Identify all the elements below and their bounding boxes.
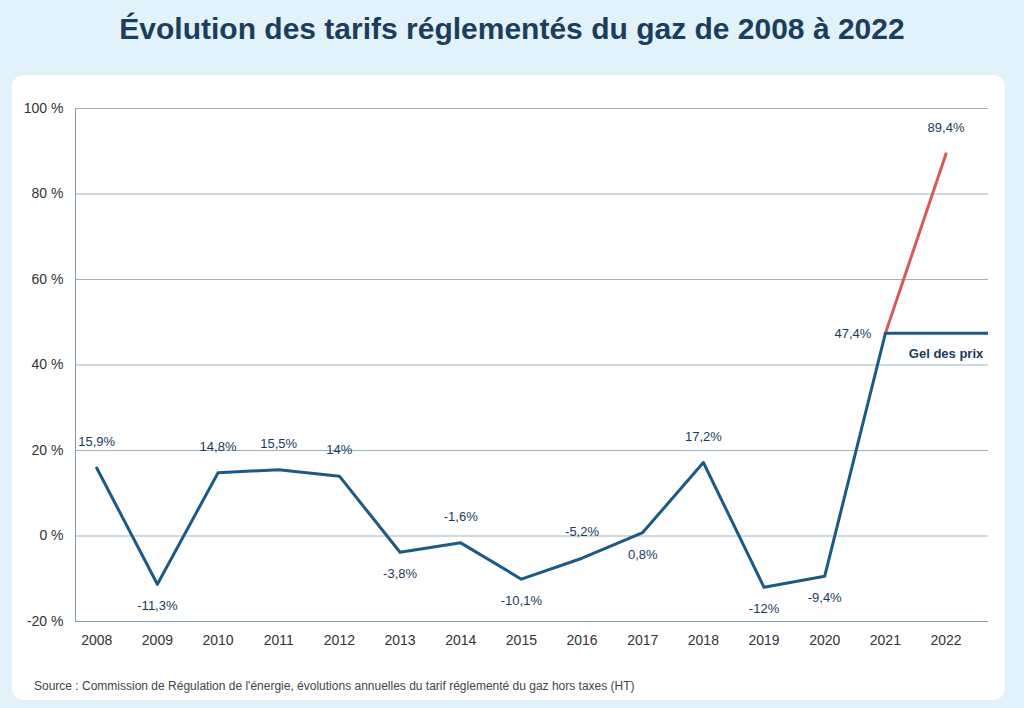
svg-text:2019: 2019 bbox=[748, 632, 779, 648]
svg-text:-3,8%: -3,8% bbox=[383, 566, 417, 581]
svg-text:-1,6%: -1,6% bbox=[444, 509, 478, 524]
svg-text:100 %: 100 % bbox=[24, 100, 64, 116]
svg-text:0 %: 0 % bbox=[39, 527, 63, 543]
html-text:Évolution des tarifs réglement: Évolution des tarifs réglementés du gaz … bbox=[119, 12, 905, 45]
svg-text:-20 %: -20 % bbox=[27, 613, 64, 629]
svg-text:47,4%: 47,4% bbox=[834, 326, 871, 341]
svg-text:80 %: 80 % bbox=[32, 185, 64, 201]
svg-text:2010: 2010 bbox=[202, 632, 233, 648]
svg-text:2021: 2021 bbox=[870, 632, 901, 648]
svg-text:15,5%: 15,5% bbox=[260, 436, 297, 451]
svg-text:60 %: 60 % bbox=[32, 271, 64, 287]
svg-text:2016: 2016 bbox=[566, 632, 597, 648]
svg-text:2022: 2022 bbox=[930, 632, 961, 648]
svg-text:2011: 2011 bbox=[264, 632, 294, 648]
svg-text:2018: 2018 bbox=[688, 632, 719, 648]
svg-text:-9,4%: -9,4% bbox=[808, 590, 842, 605]
svg-text:-5,2%: -5,2% bbox=[565, 524, 599, 539]
svg-text:0,8%: 0,8% bbox=[628, 547, 658, 562]
svg-text:Gel des prix: Gel des prix bbox=[909, 346, 984, 361]
svg-text:2008: 2008 bbox=[81, 632, 112, 648]
svg-text:2015: 2015 bbox=[506, 632, 537, 648]
svg-text:14%: 14% bbox=[326, 442, 352, 457]
svg-text:14,8%: 14,8% bbox=[200, 439, 237, 454]
svg-text:2020: 2020 bbox=[809, 632, 840, 648]
svg-text:-11,3%: -11,3% bbox=[137, 598, 178, 613]
svg-text:2012: 2012 bbox=[324, 632, 355, 648]
svg-text:-10,1%: -10,1% bbox=[501, 593, 543, 608]
svg-text:17,2%: 17,2% bbox=[685, 429, 722, 444]
svg-text:2009: 2009 bbox=[142, 632, 173, 648]
svg-text:-12%: -12% bbox=[749, 601, 780, 616]
svg-text:2017: 2017 bbox=[627, 632, 658, 648]
svg-text:20 %: 20 % bbox=[32, 442, 64, 458]
svg-text:40 %: 40 % bbox=[32, 356, 64, 372]
svg-text:15,9%: 15,9% bbox=[78, 434, 115, 449]
svg-text:2013: 2013 bbox=[384, 632, 415, 648]
svg-text:2014: 2014 bbox=[445, 632, 476, 648]
svg-text:89,4%: 89,4% bbox=[928, 120, 965, 135]
html-text:Source : Commission de Régulat: Source : Commission de Régulation de l'é… bbox=[34, 679, 635, 693]
